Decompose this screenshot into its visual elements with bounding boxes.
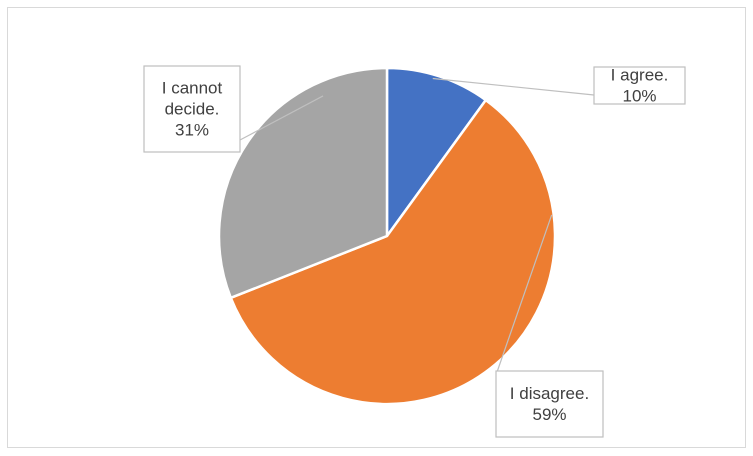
data-label-box [593, 66, 686, 105]
pie-slice-1 [385, 66, 487, 238]
data-label-text: I disagree. [510, 384, 589, 403]
data-label-box [495, 370, 604, 438]
data-label-text: I agree. [611, 66, 669, 85]
data-labels: I agree. 10% I disagree. 59% I cannot decide.… [143, 65, 686, 438]
pie-slice-2 [229, 98, 557, 406]
leader-line-1 [432, 77, 595, 96]
data-label-text: decide. [165, 100, 220, 119]
leader-line-2 [495, 214, 553, 376]
data-label-text: 31% [175, 121, 209, 140]
data-label-text: 10% [622, 87, 656, 106]
callout-leaders [239, 77, 595, 376]
data-label-3: I cannot decide. 31% [143, 65, 241, 153]
data-label-1: I agree. 10% [593, 66, 686, 106]
data-label-text: 59% [532, 405, 566, 424]
pie-slices [217, 66, 557, 406]
leader-line-3 [239, 95, 324, 141]
pie-slice-3 [217, 66, 389, 300]
data-label-2: I disagree. 59% [495, 370, 604, 438]
data-label-box [143, 65, 241, 153]
data-label-text: I cannot [162, 79, 223, 98]
